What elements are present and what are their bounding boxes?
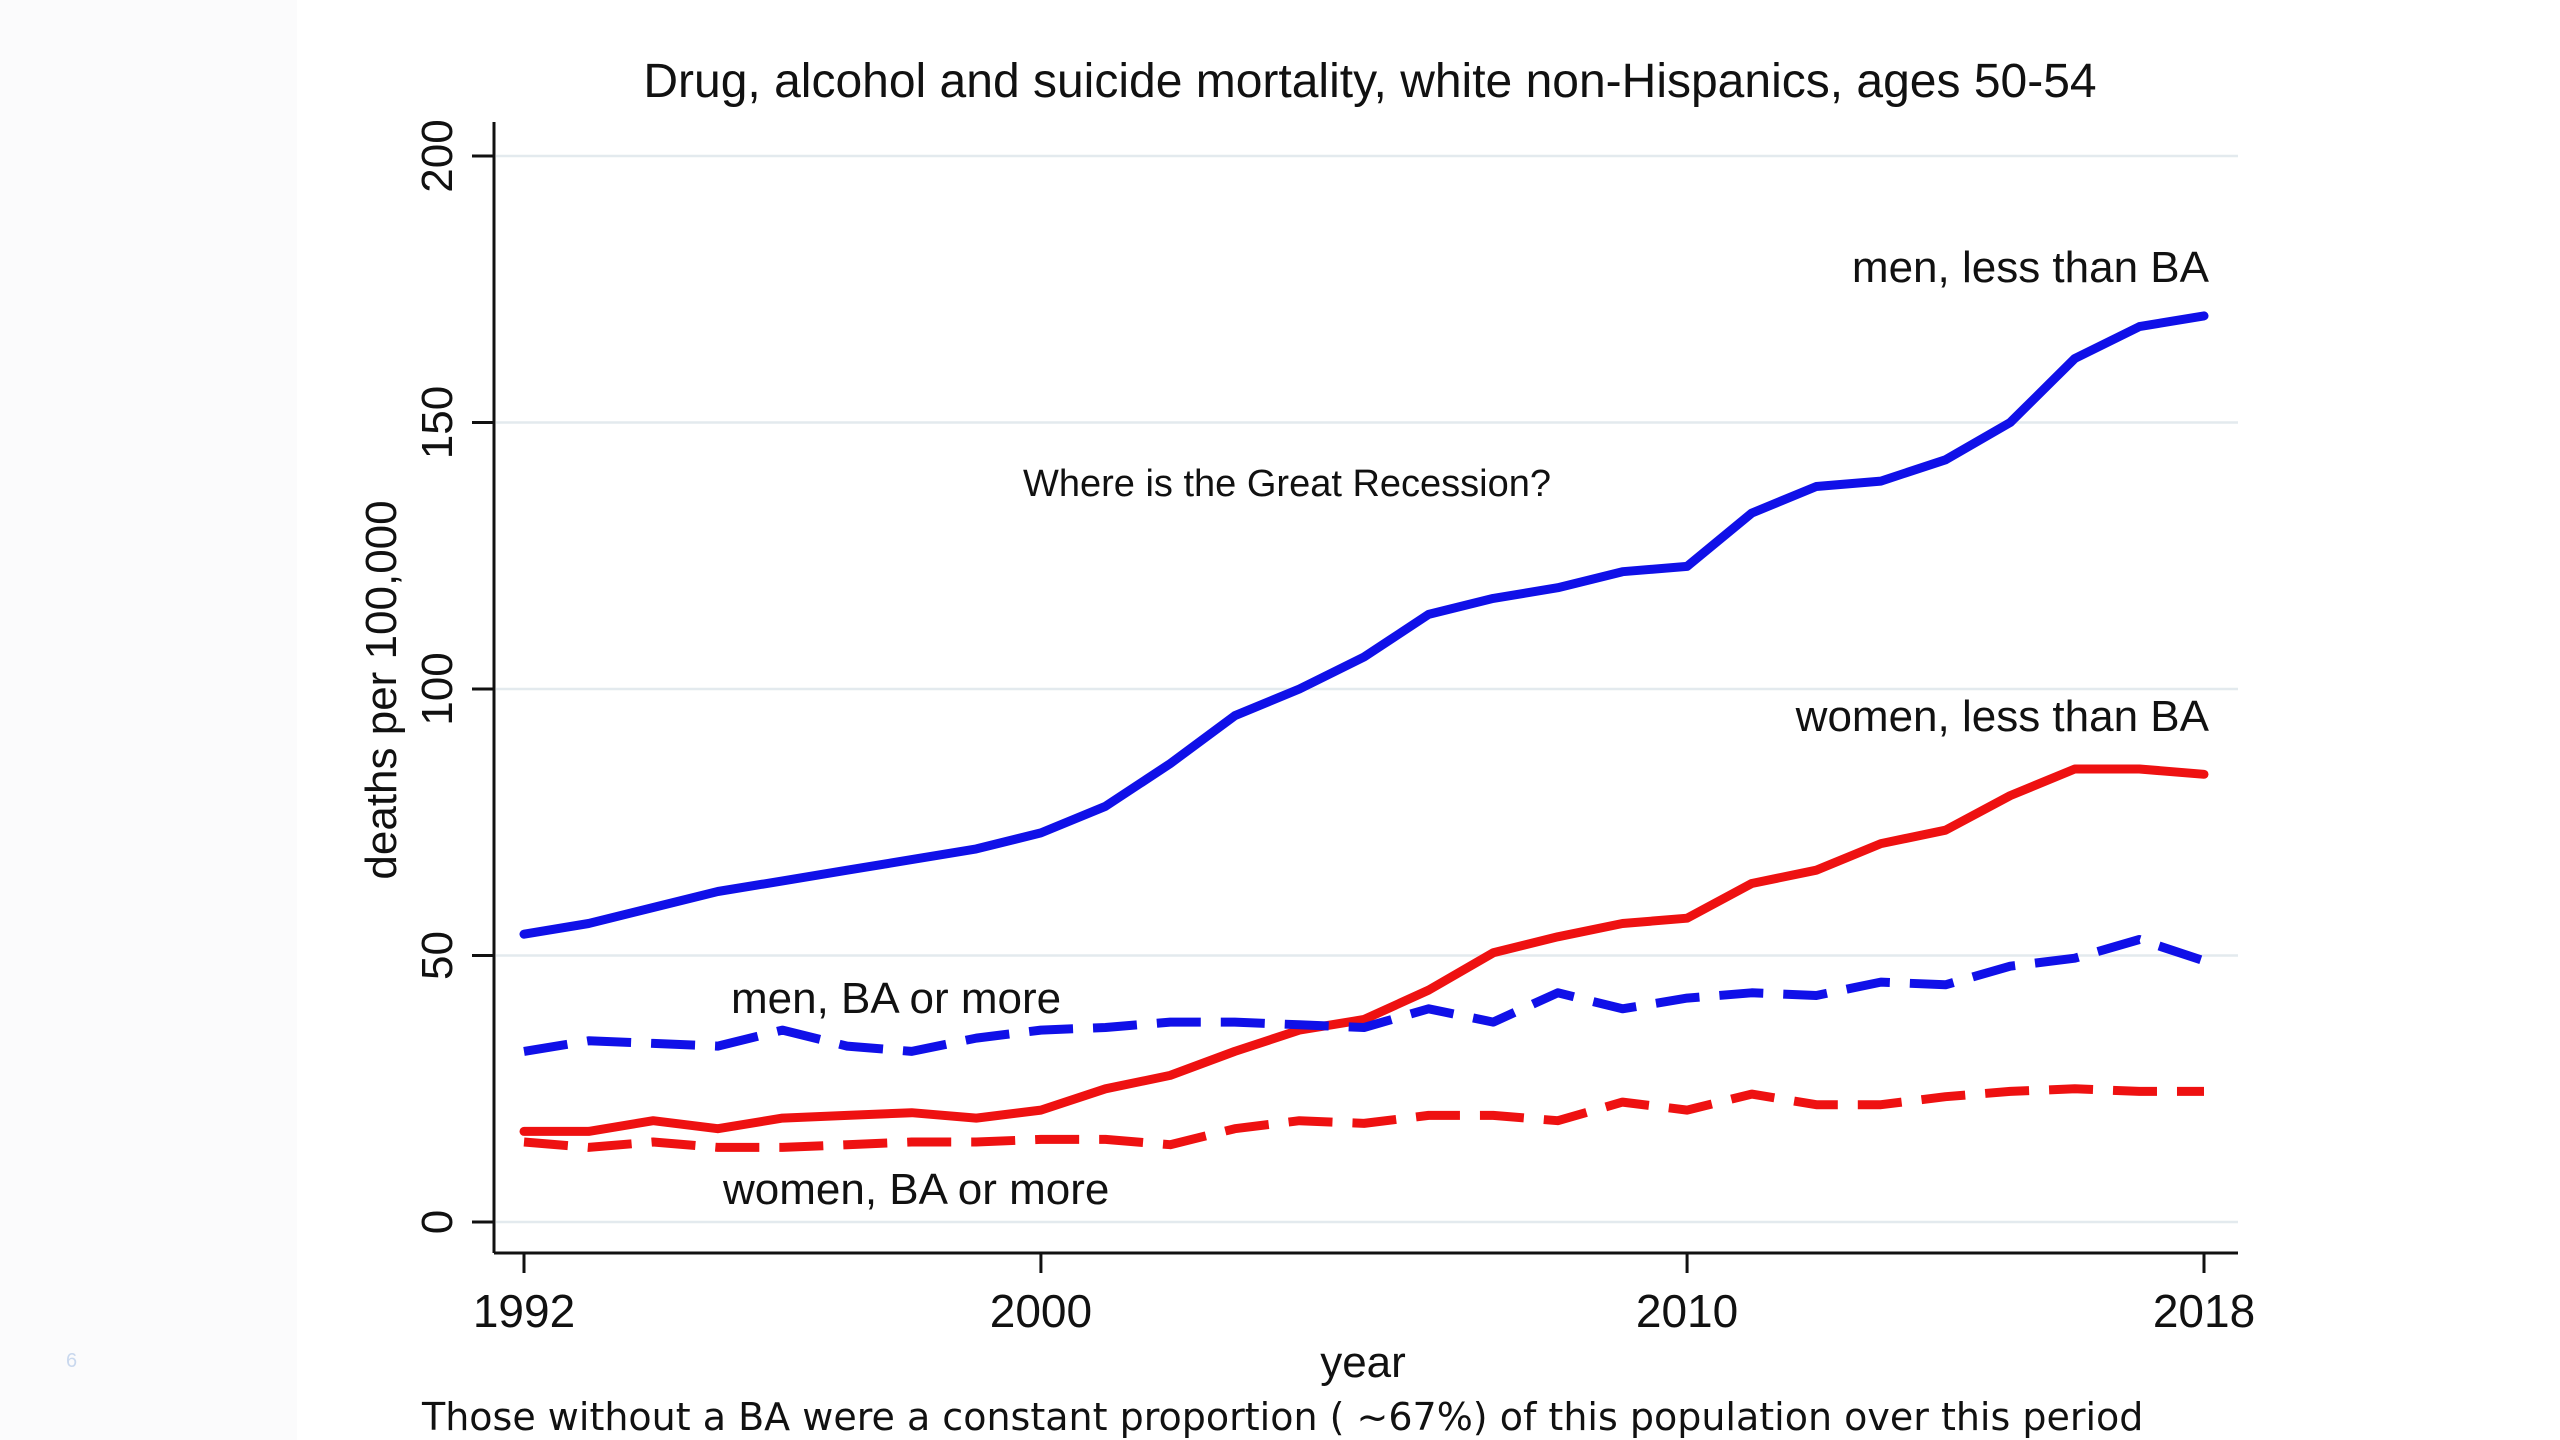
y-tick-label: 100: [413, 652, 462, 725]
y-tick-label: 50: [413, 931, 462, 980]
series-line: [523, 1084, 2204, 1152]
page-number: 6: [66, 1350, 78, 1372]
series-line: [523, 935, 2206, 1056]
y-tick-label: 0: [413, 1210, 462, 1234]
y-tick-label: 200: [413, 119, 462, 192]
series-label: women, BA or more: [722, 1165, 1109, 1214]
axes: [472, 122, 2238, 1273]
slide-left-margin: [0, 0, 297, 1440]
series-label: men, less than BA: [1852, 243, 2210, 292]
x-tick-label: 2000: [990, 1285, 1092, 1337]
x-tick-label: 2010: [1636, 1285, 1738, 1337]
series-line: [519, 764, 2209, 1136]
y-axis-label: deaths per 100,000: [357, 500, 406, 879]
great-recession-annotation: Where is the Great Recession?: [1023, 463, 1551, 505]
chart-labels: 0 50 100 150 200 1992 2000 2010 2018 men, less th…: [413, 119, 2255, 1337]
footnote: Those without a BA were a constant propo…: [421, 1395, 2143, 1439]
x-axis-label: year: [1320, 1338, 1406, 1387]
series-label: men, BA or more: [731, 974, 1061, 1023]
series-label: women, less than BA: [1795, 692, 2210, 741]
y-tick-label: 150: [413, 386, 462, 459]
x-tick-label: 2018: [2153, 1285, 2255, 1337]
series-lines: [519, 311, 2209, 1152]
chart-title: Drug, alcohol and suicide mortality, whi…: [643, 55, 2096, 108]
x-tick-label: 1992: [473, 1285, 575, 1337]
series-line: [519, 311, 2209, 939]
grid-lines: [496, 154, 2238, 1224]
